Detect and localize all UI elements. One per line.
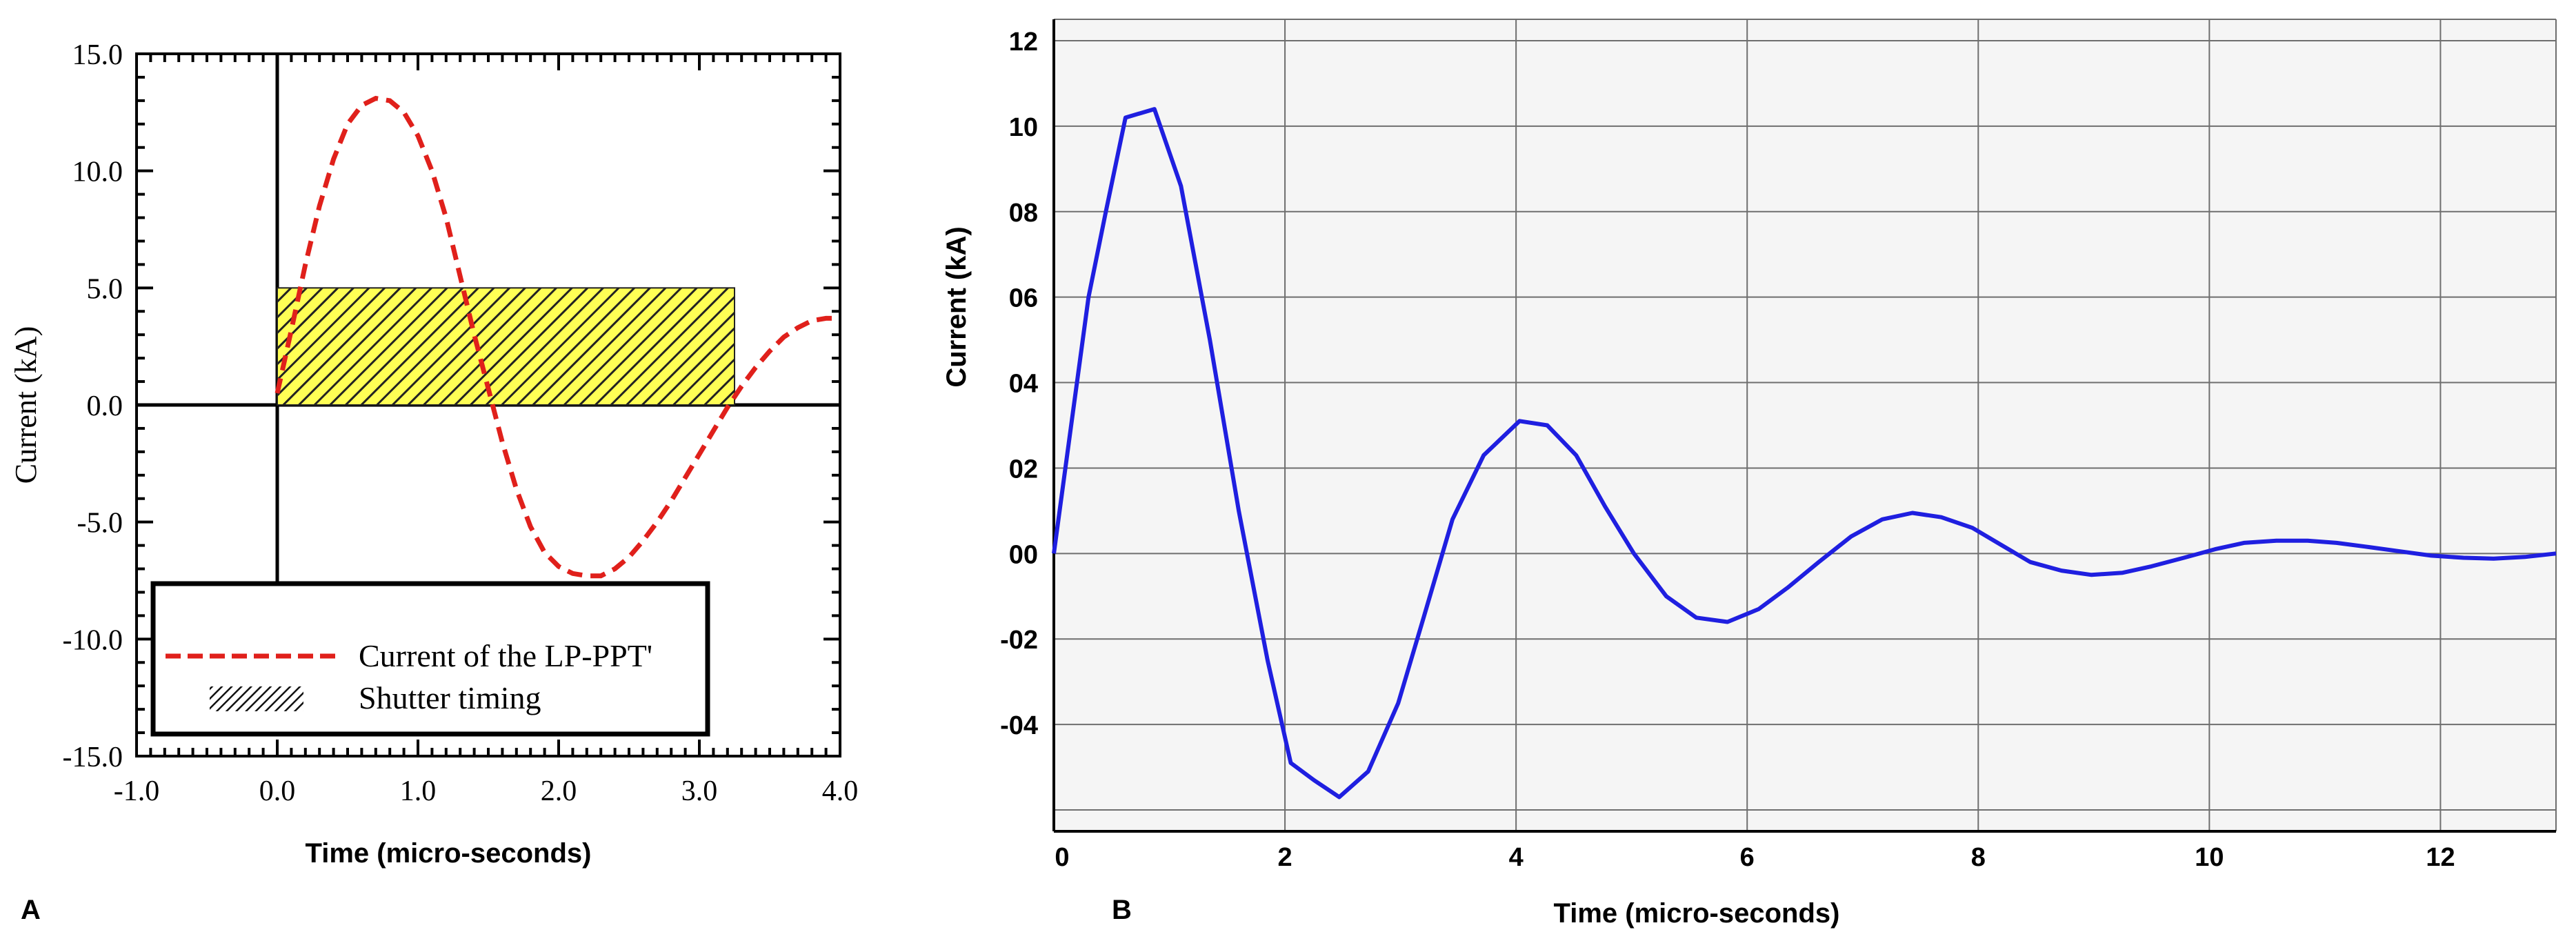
panel-a-y-axis-label: Current (kA) bbox=[9, 326, 43, 484]
shutter-timing-region bbox=[277, 287, 735, 406]
x-tick-label: 1.0 bbox=[400, 775, 437, 807]
panel-a-legend-label-current: Current of the LP-PPT' bbox=[359, 638, 652, 673]
y-tick-label: -10.0 bbox=[63, 624, 123, 656]
x-tick-label: 0 bbox=[1055, 843, 1069, 872]
y-tick-label: -5.0 bbox=[77, 508, 123, 539]
panel-b-label: B bbox=[1112, 895, 1132, 925]
y-tick-label: 0.0 bbox=[87, 390, 123, 422]
y-tick-label: 5.0 bbox=[87, 273, 123, 305]
panel-b-grid bbox=[1054, 19, 2557, 831]
y-tick-label: -02 bbox=[1000, 626, 1038, 655]
y-tick-label: -15.0 bbox=[63, 742, 123, 773]
x-tick-label: 12 bbox=[2426, 843, 2455, 872]
panel-a-x-axis-label: Time (micro-seconds) bbox=[306, 838, 592, 869]
x-tick-label: 3.0 bbox=[681, 775, 718, 807]
panel-a-label: A bbox=[21, 895, 41, 925]
x-tick-label: 2 bbox=[1278, 843, 1292, 872]
panel-a-x-ticks: -1.0 0.0 1.0 2.0 3.0 4.0 bbox=[114, 775, 859, 807]
panel-a-legend-label-shutter: Shutter timing bbox=[359, 680, 541, 715]
x-tick-label: 4.0 bbox=[822, 775, 859, 807]
panel-b-y-axis-label: Current (kA) bbox=[941, 226, 972, 387]
panel-b-plot-area bbox=[1054, 19, 2556, 831]
y-tick-label: 00 bbox=[1009, 540, 1038, 569]
panel-a-y-ticks: 15.0 10.0 5.0 0.0 -5.0 -10.0 -15.0 bbox=[63, 39, 123, 773]
panel-a-shutter-region bbox=[277, 287, 735, 406]
x-tick-label: -1.0 bbox=[114, 775, 160, 807]
panel-b-x-ticks: 0 2 4 6 8 10 12 bbox=[1055, 843, 2455, 872]
x-tick-label: 8 bbox=[1971, 843, 1986, 872]
panel-a-legend-box bbox=[150, 581, 710, 737]
x-tick-label: 6 bbox=[1740, 843, 1755, 872]
y-tick-label: 15.0 bbox=[72, 39, 123, 71]
panel-a-chart: 15.0 10.0 5.0 0.0 -5.0 -10.0 -15.0 -1.0 0.0 1.0 2… bbox=[9, 39, 858, 925]
y-tick-label: 06 bbox=[1009, 284, 1038, 313]
series-line-current bbox=[1052, 107, 2557, 800]
y-tick-label: 12 bbox=[1009, 28, 1038, 57]
y-tick-label: 10 bbox=[1009, 113, 1038, 142]
panel-b-x-axis-label: Time (micro-seconds) bbox=[1554, 898, 1840, 929]
panel-b-y-ticks: 12 10 08 06 04 02 00 -02 -04 bbox=[1000, 28, 1038, 740]
panel-a-legend: Current of the LP-PPT' Shutter timing bbox=[150, 581, 710, 737]
y-tick-label: 08 bbox=[1009, 199, 1038, 228]
y-tick-label: -04 bbox=[1000, 711, 1038, 740]
series-line-lp-ppt-current bbox=[274, 95, 840, 579]
panel-a-series bbox=[274, 95, 840, 579]
panel-a-legend-hatch-swatch bbox=[210, 686, 303, 711]
x-tick-label: 2.0 bbox=[541, 775, 577, 807]
panel-b-series bbox=[1052, 107, 2557, 800]
x-tick-label: 4 bbox=[1509, 843, 1524, 872]
x-tick-label: 10 bbox=[2195, 843, 2224, 872]
y-tick-label: 02 bbox=[1009, 455, 1038, 484]
x-tick-label: 0.0 bbox=[259, 775, 296, 807]
y-tick-label: 10.0 bbox=[72, 157, 123, 188]
y-tick-label: 04 bbox=[1009, 370, 1038, 399]
